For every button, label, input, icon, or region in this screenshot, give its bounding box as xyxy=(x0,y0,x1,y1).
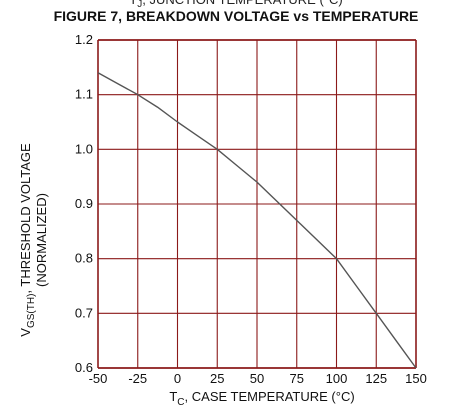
x-tick-label: 125 xyxy=(365,371,387,386)
y-axis-label-group: VGS(TH), THRESHOLD VOLTAGE xyxy=(18,143,37,337)
y-tick-label: 0.9 xyxy=(75,196,93,211)
y-tick-label: 1.1 xyxy=(75,87,93,102)
x-axis-label: TC, CASE TEMPERATURE (°C) xyxy=(169,389,354,408)
y-tick-label: 1.0 xyxy=(75,141,93,156)
x-axis-label-sub: C xyxy=(177,397,184,408)
chart-title: FIGURE 7, BREAKDOWN VOLTAGE vs TEMPERATU… xyxy=(54,8,419,24)
y-axis-label-rest: , THRESHOLD VOLTAGE xyxy=(18,143,33,294)
y-axis-label-sub: GS(TH) xyxy=(26,294,37,328)
x-tick-label: 0 xyxy=(174,371,181,386)
grid-layer xyxy=(97,39,417,369)
x-axis-label-rest: , CASE TEMPERATURE (°C) xyxy=(185,389,355,404)
x-axis-label-main: T xyxy=(169,389,177,404)
x-tick-label: -50 xyxy=(89,371,108,386)
x-tick-label: 150 xyxy=(405,371,427,386)
series-layer xyxy=(97,72,417,369)
y-axis-label-line2: (NORMALIZED) xyxy=(34,193,49,287)
series-line xyxy=(97,72,417,369)
x-tick-label: 75 xyxy=(290,371,304,386)
clipped-header-text: TJ, JUNCTION TEMPERATURE (°C) xyxy=(129,0,342,10)
y-tick-label: 1.2 xyxy=(75,32,93,47)
y-tick-label: 0.7 xyxy=(75,305,93,320)
tick-layer: -50 -25 0 25 50 75 100 125 150 0.6 0.7 0.8 0.9 1.0 1.1… xyxy=(75,32,427,386)
x-tick-label: 50 xyxy=(250,371,264,386)
x-tick-label: 100 xyxy=(326,371,348,386)
x-tick-label: -25 xyxy=(128,371,147,386)
y-tick-label: 0.6 xyxy=(75,360,93,375)
y-axis-label2-group: (NORMALIZED) xyxy=(34,193,49,287)
x-tick-label: 25 xyxy=(210,371,224,386)
y-axis-label: VGS(TH), THRESHOLD VOLTAGE xyxy=(18,143,37,337)
y-tick-label: 0.8 xyxy=(75,251,93,266)
y-axis-label-main: V xyxy=(18,328,33,337)
